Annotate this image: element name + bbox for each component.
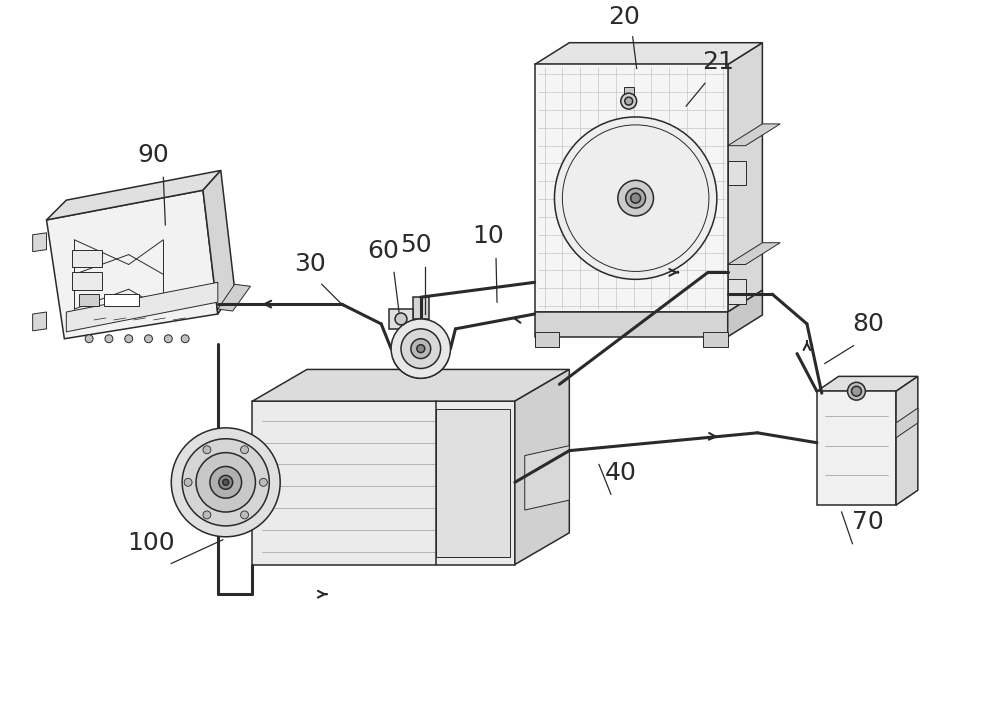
Circle shape <box>196 453 255 512</box>
Circle shape <box>210 466 242 498</box>
Circle shape <box>171 428 280 537</box>
Circle shape <box>182 439 269 526</box>
Circle shape <box>621 93 637 109</box>
Circle shape <box>219 475 233 489</box>
Text: 60: 60 <box>367 239 399 262</box>
Circle shape <box>259 478 267 486</box>
Polygon shape <box>47 190 218 339</box>
Text: 30: 30 <box>294 252 326 277</box>
Polygon shape <box>728 124 780 146</box>
Polygon shape <box>728 43 762 312</box>
Polygon shape <box>591 137 623 192</box>
Polygon shape <box>703 332 728 347</box>
Polygon shape <box>817 391 896 505</box>
Circle shape <box>625 97 633 105</box>
Polygon shape <box>525 445 569 510</box>
Circle shape <box>395 313 407 325</box>
Polygon shape <box>535 332 559 347</box>
Circle shape <box>401 329 441 368</box>
Polygon shape <box>817 376 918 391</box>
Polygon shape <box>728 242 780 265</box>
Polygon shape <box>33 233 47 252</box>
Polygon shape <box>728 290 762 337</box>
Bar <box>389 309 413 329</box>
Polygon shape <box>47 170 221 220</box>
Circle shape <box>626 188 646 208</box>
Text: 20: 20 <box>608 5 640 29</box>
Text: 100: 100 <box>128 531 175 555</box>
Bar <box>104 294 139 306</box>
Text: 50: 50 <box>400 232 432 257</box>
Circle shape <box>145 335 152 342</box>
Bar <box>72 250 102 267</box>
Polygon shape <box>632 129 660 183</box>
Polygon shape <box>252 370 569 401</box>
Bar <box>72 272 102 290</box>
Polygon shape <box>564 189 621 205</box>
Circle shape <box>203 445 211 454</box>
Polygon shape <box>436 409 510 556</box>
Circle shape <box>391 319 450 378</box>
Circle shape <box>618 180 653 216</box>
Polygon shape <box>535 43 762 64</box>
Text: 90: 90 <box>138 144 169 167</box>
Polygon shape <box>413 297 429 319</box>
Text: 70: 70 <box>852 510 884 534</box>
Polygon shape <box>515 370 569 565</box>
Circle shape <box>554 117 717 280</box>
Circle shape <box>851 386 861 396</box>
Polygon shape <box>643 210 652 269</box>
Bar <box>624 87 634 95</box>
Polygon shape <box>896 376 918 505</box>
Polygon shape <box>896 408 918 438</box>
Circle shape <box>181 335 189 342</box>
Polygon shape <box>728 280 746 304</box>
Circle shape <box>411 339 431 358</box>
Text: 10: 10 <box>472 224 504 247</box>
Circle shape <box>241 445 249 454</box>
Circle shape <box>417 345 425 352</box>
Polygon shape <box>584 213 632 255</box>
Polygon shape <box>646 167 703 187</box>
Circle shape <box>184 478 192 486</box>
Text: 21: 21 <box>702 50 734 74</box>
Circle shape <box>164 335 172 342</box>
Circle shape <box>203 511 211 519</box>
Polygon shape <box>66 282 218 332</box>
Circle shape <box>223 479 229 485</box>
Circle shape <box>85 335 93 342</box>
Circle shape <box>241 511 249 519</box>
Polygon shape <box>218 285 250 311</box>
Text: 40: 40 <box>605 461 637 485</box>
Circle shape <box>848 383 865 400</box>
Text: 80: 80 <box>852 312 884 336</box>
Bar <box>79 294 99 306</box>
Polygon shape <box>728 161 746 185</box>
Polygon shape <box>252 401 515 565</box>
Polygon shape <box>651 198 700 237</box>
Polygon shape <box>535 312 728 337</box>
Polygon shape <box>535 64 728 312</box>
Circle shape <box>631 193 641 203</box>
Circle shape <box>105 335 113 342</box>
Circle shape <box>125 335 133 342</box>
Polygon shape <box>203 170 235 314</box>
Polygon shape <box>33 312 47 331</box>
